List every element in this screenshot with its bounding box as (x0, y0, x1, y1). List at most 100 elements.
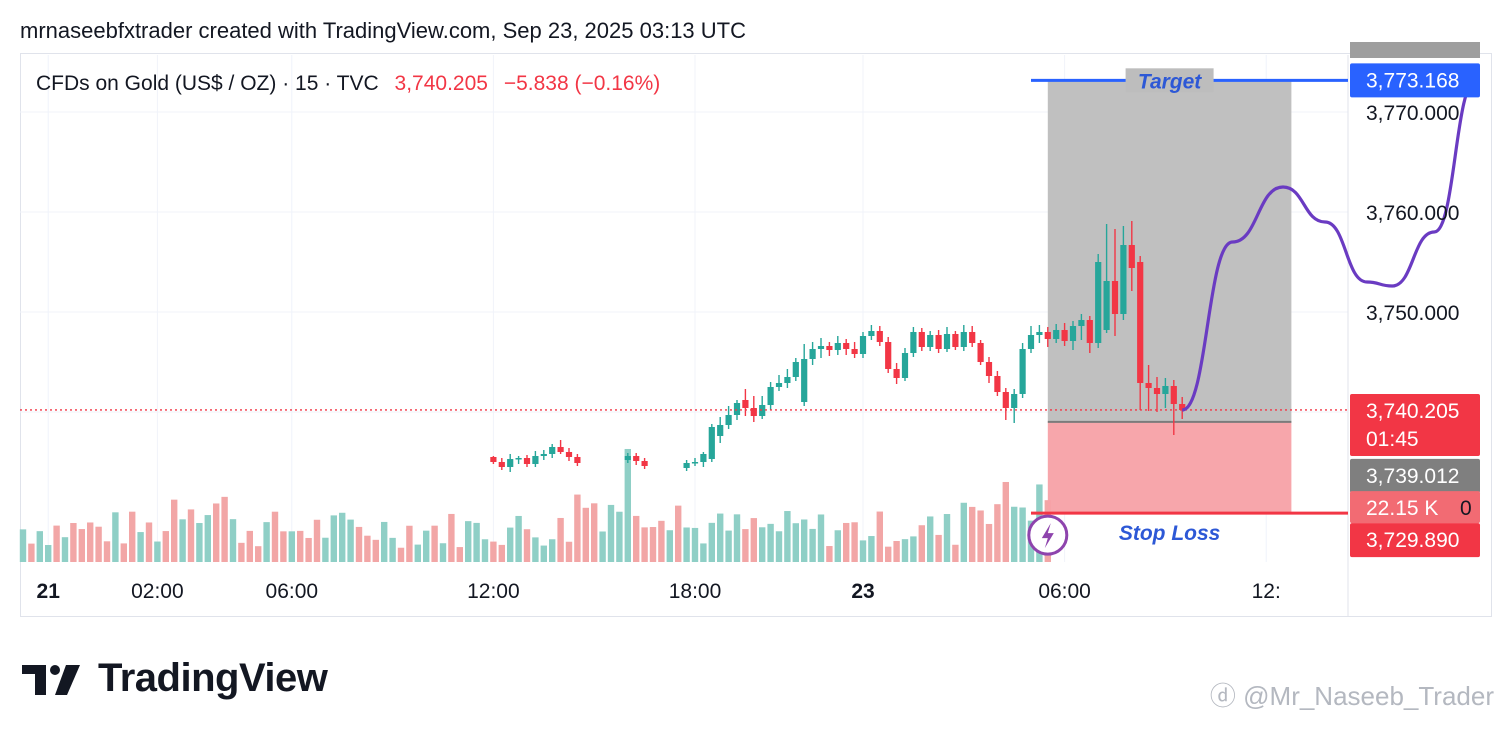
candle-body[interactable] (1002, 392, 1009, 408)
candle-body[interactable] (490, 457, 497, 462)
candle-body[interactable] (1069, 326, 1077, 341)
volume-bar (582, 507, 589, 562)
volume-bar (145, 522, 153, 562)
volume-bar (255, 546, 262, 562)
candle-body[interactable] (549, 447, 556, 454)
candle-body[interactable] (784, 377, 791, 383)
candle-body[interactable] (893, 369, 900, 378)
symbol-description: CFDs on Gold (US$ / OZ) · 15 · TVC (36, 72, 379, 95)
candle-body[interactable] (775, 383, 783, 387)
candle-body[interactable] (1145, 383, 1152, 388)
candle-body[interactable] (515, 458, 522, 460)
candle-body[interactable] (826, 346, 833, 350)
candle-body[interactable] (1044, 332, 1051, 339)
candle-body[interactable] (910, 332, 917, 353)
candle-body[interactable] (935, 335, 942, 349)
candle-body[interactable] (1111, 281, 1119, 314)
candle-body[interactable] (1170, 386, 1177, 404)
candle-body[interactable] (977, 343, 984, 362)
candle-body[interactable] (960, 332, 967, 347)
candle-body[interactable] (540, 454, 547, 456)
candle-body[interactable] (708, 427, 715, 459)
projection-path[interactable] (1181, 78, 1477, 412)
time-tick-label: 06:00 (266, 580, 319, 603)
candle-body[interactable] (767, 387, 774, 405)
candle-body[interactable] (750, 408, 757, 416)
candle-body[interactable] (985, 362, 993, 376)
candle-body[interactable] (683, 463, 690, 468)
profit-zone[interactable] (1047, 80, 1292, 422)
volume-bar (565, 541, 573, 562)
candle-body[interactable] (557, 447, 564, 452)
volume-bar (271, 511, 279, 562)
candle-body[interactable] (859, 336, 867, 354)
candle-body[interactable] (809, 349, 816, 359)
candle-body[interactable] (843, 343, 850, 349)
volume-bar (196, 523, 203, 562)
candle-body[interactable] (868, 331, 875, 336)
lightning-glyph-icon (1041, 523, 1054, 549)
candle-body[interactable] (1053, 330, 1060, 339)
loss-zone[interactable] (1047, 421, 1292, 514)
candle-body[interactable] (1162, 386, 1169, 394)
candle-body[interactable] (725, 415, 732, 425)
candle-body[interactable] (817, 346, 825, 349)
candle-body[interactable] (1137, 262, 1144, 383)
candle-body[interactable] (943, 334, 951, 349)
candle-body[interactable] (952, 334, 959, 347)
candle-body[interactable] (1086, 320, 1093, 343)
candle-body[interactable] (641, 461, 648, 466)
candle-body[interactable] (1027, 335, 1035, 349)
candle-body[interactable] (927, 335, 934, 347)
volume-bar (263, 522, 270, 562)
symbol-legend[interactable]: CFDs on Gold (US$ / OZ) · 15 · TVC 3,740… (36, 72, 660, 96)
candle-body[interactable] (1120, 245, 1127, 314)
candle-body[interactable] (1095, 262, 1102, 343)
candle-body[interactable] (565, 452, 573, 457)
candle-body[interactable] (1128, 245, 1135, 268)
candle-body[interactable] (759, 405, 766, 416)
candle-body[interactable] (792, 362, 799, 377)
candle-body[interactable] (876, 331, 883, 342)
candle-body[interactable] (834, 343, 841, 350)
candle-body[interactable] (901, 353, 909, 378)
candle-body[interactable] (1061, 330, 1068, 341)
candle-body[interactable] (1179, 404, 1186, 410)
candle-body[interactable] (507, 459, 514, 467)
candle-body[interactable] (885, 342, 892, 369)
candle-body[interactable] (1036, 332, 1043, 335)
entry-price-text: 3,739.012 (1366, 465, 1459, 488)
candle-body[interactable] (851, 349, 858, 354)
candle-body[interactable] (742, 400, 749, 408)
candle-body[interactable] (1011, 394, 1018, 408)
candle-body[interactable] (918, 332, 925, 347)
volume-bar (859, 540, 867, 562)
candle-body[interactable] (969, 332, 976, 343)
candle-body[interactable] (523, 458, 531, 464)
volume-bar (977, 510, 984, 562)
candle-body[interactable] (532, 456, 539, 464)
candle-body[interactable] (691, 462, 699, 464)
candle-body[interactable] (1019, 349, 1026, 394)
candle-body[interactable] (633, 456, 640, 461)
volume-bar (708, 522, 715, 562)
candle-body[interactable] (1153, 388, 1161, 394)
candle-body[interactable] (717, 425, 724, 436)
last-price-badge (1350, 393, 1480, 456)
candle-body[interactable] (801, 359, 808, 402)
candle-body[interactable] (1078, 320, 1085, 326)
candle-body[interactable] (498, 462, 505, 467)
candle-body[interactable] (574, 457, 581, 463)
stop-price-text: 3,729.890 (1366, 529, 1459, 552)
volume-bar (179, 519, 186, 562)
candle-body[interactable] (1103, 281, 1110, 330)
volume-bar (750, 518, 757, 562)
candle-body[interactable] (733, 403, 741, 415)
volume-bar (960, 502, 967, 562)
volume-bar (120, 543, 127, 562)
volume-bar (53, 525, 60, 562)
candle-body[interactable] (994, 376, 1001, 392)
candle-body[interactable] (624, 456, 631, 460)
candle-body[interactable] (700, 454, 707, 462)
